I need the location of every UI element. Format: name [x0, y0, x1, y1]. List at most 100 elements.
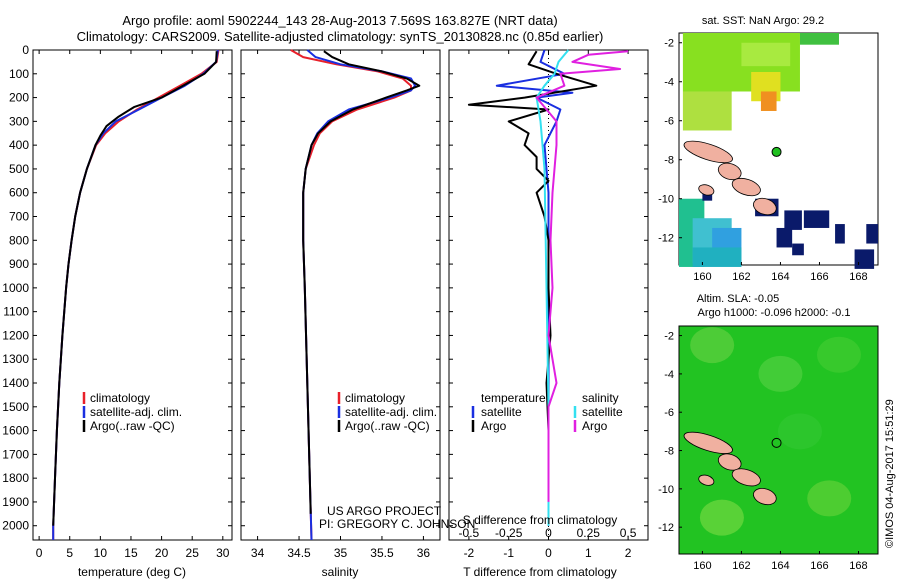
y-tick-label: -4: [664, 77, 674, 89]
s-tick-label: -0.25: [495, 526, 523, 540]
island: [753, 197, 777, 216]
timestamp: ©IMOS 04-Aug-2017 15:51:29: [884, 399, 896, 548]
sst-cell: [803, 210, 830, 228]
y-tick-label: -12: [658, 522, 674, 534]
x-tick-label: 0: [36, 546, 43, 560]
sst-cell: [799, 33, 839, 45]
y-tick-label: -6: [664, 407, 674, 419]
island: [717, 162, 742, 181]
y-tick-label: 1800: [2, 471, 29, 485]
sla-cell: [777, 413, 822, 450]
legend-salinity-title: salinity: [582, 391, 619, 405]
island: [698, 474, 715, 486]
pi-credit: PI: GREGORY C. JOHNSON: [319, 517, 475, 531]
sst-map-title: sat. SST: NaN Argo: 29.2: [702, 15, 824, 27]
y-tick-label: 1700: [2, 447, 29, 461]
sla-cell: [699, 499, 744, 536]
sla-cell: [758, 355, 803, 392]
x-tick-label: -1: [503, 546, 514, 560]
x-tick-label: 164: [771, 271, 789, 283]
legend-argo: Argo(..raw -QC): [345, 419, 430, 433]
series-line: [302, 50, 421, 514]
temperature-axis-label: temperature (deg C): [78, 565, 186, 579]
y-tick-label: -8: [664, 446, 674, 458]
sst-map: [678, 32, 879, 269]
sst-cell: [776, 227, 793, 248]
y-tick-label: 1900: [2, 495, 29, 509]
argo-position-marker: [771, 146, 782, 157]
x-tick-label: 20: [155, 546, 169, 560]
island: [731, 468, 761, 487]
legend-temperature-panel: climatology satellite-adj. clim. Argo(..…: [82, 391, 182, 433]
y-tick-label: 600: [9, 186, 29, 200]
y-tick-label: 700: [9, 210, 29, 224]
y-tick-label: -4: [664, 369, 674, 381]
sla-map-title-line1: Altim. SLA: -0.05: [697, 293, 780, 305]
y-tick-label: 300: [9, 114, 29, 128]
x-tick-label: 160: [693, 560, 711, 572]
temperature-panel: [32, 49, 233, 541]
y-tick-label: 0: [22, 43, 29, 57]
legend-salinity-panel: climatology satellite-adj. clim. Argo(..…: [337, 391, 437, 433]
y-tick-label: -10: [658, 484, 674, 496]
y-tick-label: -10: [658, 194, 674, 206]
sst-cell: [792, 243, 804, 256]
x-tick-label: 166: [810, 271, 828, 283]
s-tick-label: 0.5: [620, 526, 637, 540]
sst-cell: [854, 249, 875, 269]
sst-cell: [682, 91, 732, 131]
chart-title-line1: Argo profile: aoml 5902244_143 28-Aug-20…: [122, 13, 558, 28]
sla-map: [678, 325, 879, 555]
x-tick-label: 168: [849, 560, 867, 572]
salinity-axis-label: salinity: [322, 565, 359, 579]
island: [731, 177, 761, 197]
sst-cell: [741, 42, 791, 67]
y-tick-label: 100: [9, 67, 29, 81]
x-tick-label: 164: [771, 560, 789, 572]
x-tick-label: 25: [186, 546, 200, 560]
project-credit: US ARGO PROJECT: [327, 504, 442, 518]
y-tick-label: 400: [9, 138, 29, 152]
argo-position-marker: [771, 437, 782, 448]
series-line: [535, 50, 629, 502]
sst-cell: [760, 91, 777, 111]
series-line: [52, 51, 218, 526]
y-tick-label: 2000: [2, 519, 29, 533]
island: [717, 453, 742, 471]
x-tick-label: 162: [732, 560, 750, 572]
y-tick-label: 1300: [2, 352, 29, 366]
sst-cell: [702, 190, 713, 201]
x-tick-label: 30: [216, 546, 230, 560]
sst-cell: [866, 224, 878, 244]
y-tick-label: 500: [9, 162, 29, 176]
sla-cell: [807, 480, 852, 517]
y-tick-label: 1000: [2, 281, 29, 295]
legend-sal-satellite: satellite: [582, 405, 623, 419]
legend-argo: Argo(..raw -QC): [90, 419, 175, 433]
legend-temperature-title: temperature: [481, 391, 546, 405]
s-tick-label: 0: [545, 526, 552, 540]
s-difference-axis-label: S difference from climatology: [463, 513, 618, 527]
sla-cell: [816, 336, 861, 373]
x-tick-label: 10: [94, 546, 108, 560]
y-tick-label: -12: [658, 233, 674, 245]
sst-cell: [692, 247, 742, 267]
x-tick-label: 36: [417, 546, 431, 560]
x-tick-label: 34: [251, 546, 265, 560]
x-tick-label: 166: [810, 560, 828, 572]
y-tick-label: 800: [9, 233, 29, 247]
sst-cell: [784, 210, 802, 230]
legend-sal-argo: Argo: [582, 419, 608, 433]
x-tick-label: 35: [334, 546, 348, 560]
island: [753, 487, 777, 506]
legend-satellite-adj: satellite-adj. clim.: [345, 405, 437, 419]
y-tick-label: -2: [664, 38, 674, 50]
chart-title-line2: Climatology: CARS2009. Satellite-adjuste…: [76, 29, 604, 44]
s-tick-label: -0.5: [459, 526, 480, 540]
y-tick-label: -6: [664, 116, 674, 128]
x-tick-label: 160: [693, 271, 711, 283]
y-tick-label: 900: [9, 257, 29, 271]
legend-temp-satellite: satellite: [481, 405, 522, 419]
sst-cell: [835, 224, 845, 244]
